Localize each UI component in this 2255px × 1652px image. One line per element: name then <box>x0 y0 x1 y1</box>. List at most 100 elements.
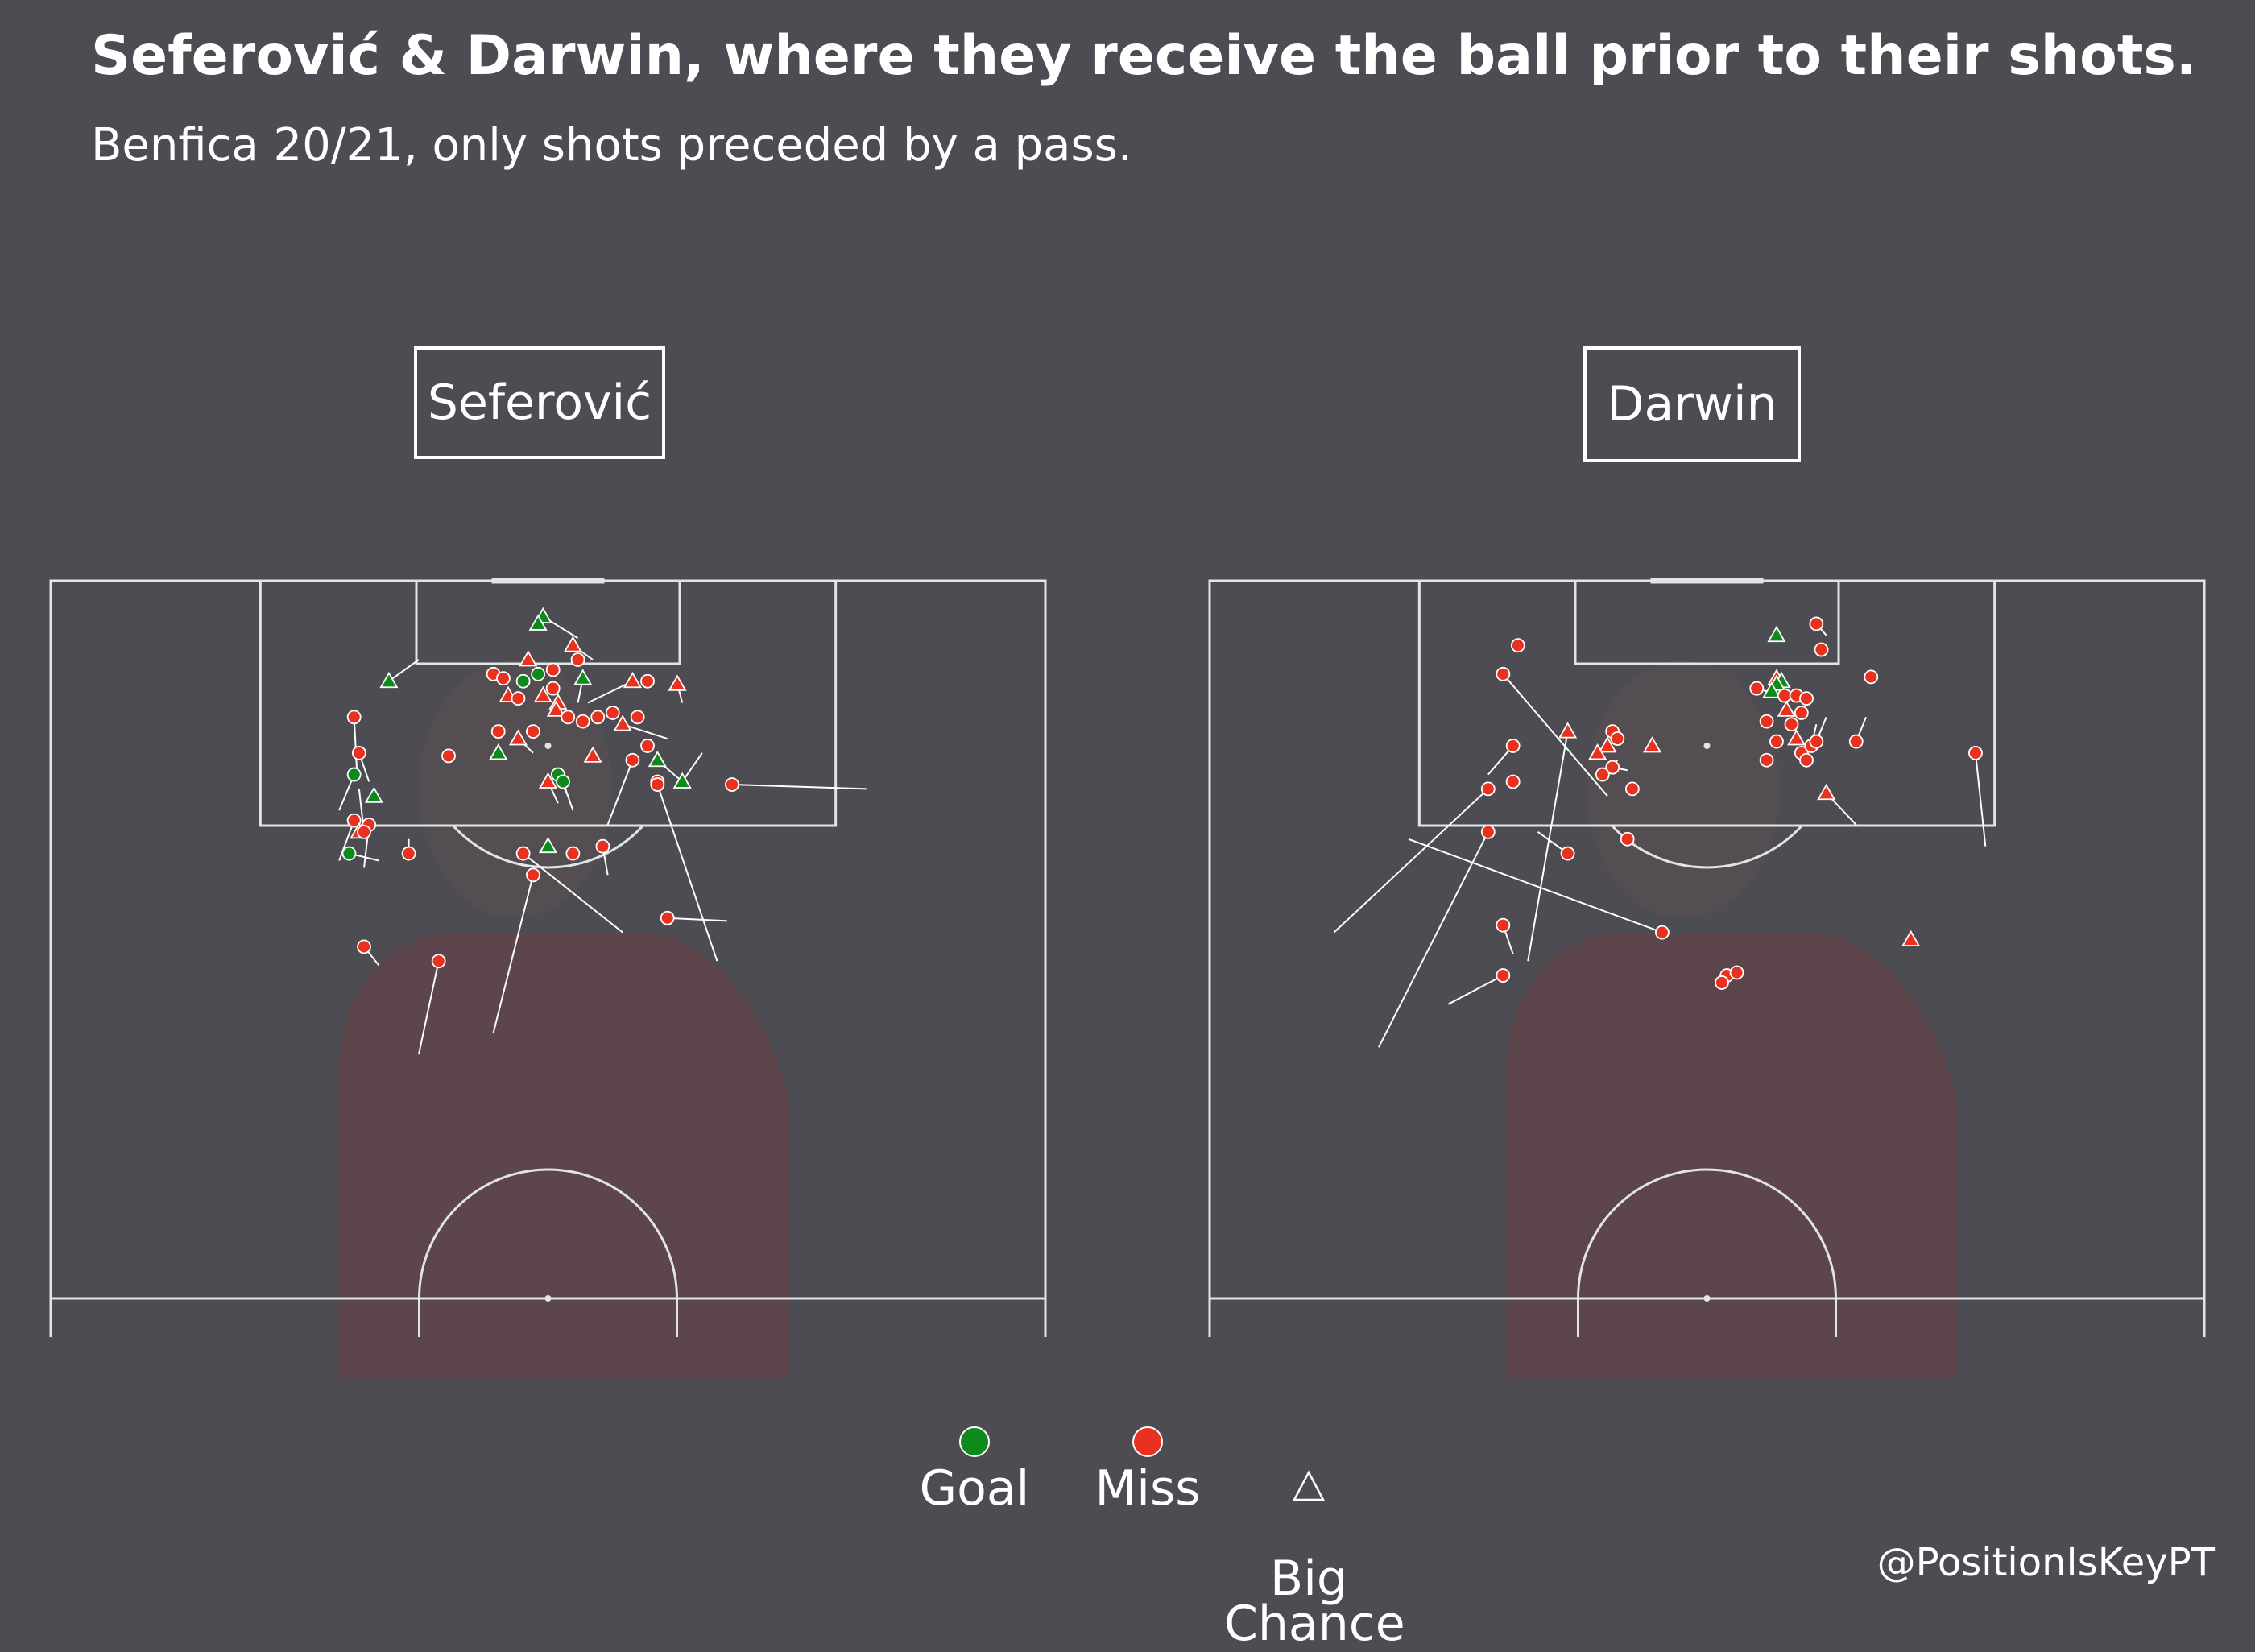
goal-point <box>346 767 362 782</box>
miss-point <box>346 813 362 828</box>
player-silhouette-seferovic-head <box>419 660 612 918</box>
pass-line <box>1333 788 1489 934</box>
miss-point <box>575 714 590 729</box>
miss-point <box>496 671 511 686</box>
pitch-outline-darwin <box>1208 578 2206 1337</box>
miss-point <box>660 910 675 925</box>
miss-point <box>1777 688 1792 703</box>
miss-point <box>640 739 655 753</box>
miss-point <box>1496 968 1511 983</box>
miss-big-chance-point <box>623 671 643 689</box>
pass-line <box>681 752 703 783</box>
pass-line <box>606 760 634 826</box>
miss-big-chance-point <box>1787 729 1806 746</box>
chart-title: Seferović & Darwin, where they receive t… <box>91 24 2197 88</box>
legend-big-chance-triangle <box>1292 1470 1326 1501</box>
miss-point <box>490 724 506 739</box>
legend-goal-label: Goal <box>919 1460 1030 1517</box>
miss-big-chance-point <box>533 685 552 702</box>
credit-handle: @PositionIsKeyPT <box>1876 1540 2215 1585</box>
goal-big-chance-point <box>538 836 558 854</box>
miss-point <box>515 846 531 861</box>
legend-miss-circle <box>1132 1426 1163 1457</box>
pass-line <box>1527 731 1569 962</box>
player-silhouette-seferovic-shirt <box>338 934 789 1377</box>
goal-point <box>531 666 546 681</box>
miss-big-chance-point <box>1558 722 1578 739</box>
pass-line <box>1502 673 1608 797</box>
miss-point <box>1809 616 1824 631</box>
miss-point <box>625 752 640 768</box>
goal-point <box>341 846 357 861</box>
goal-big-chance-point <box>573 669 593 685</box>
goal-big-chance-point <box>489 743 508 760</box>
pass-line <box>1447 975 1504 1005</box>
miss-big-chance-point <box>1901 930 1921 946</box>
miss-point <box>1505 739 1521 753</box>
pitch-outline-seferovic <box>49 578 1047 1337</box>
penalty-spot <box>1703 743 1711 749</box>
miss-point <box>1560 846 1575 861</box>
miss-big-chance-point <box>583 746 602 763</box>
miss-big-chance-point <box>1598 736 1617 753</box>
miss-point <box>1769 734 1784 749</box>
miss-point <box>605 706 620 720</box>
miss-point <box>570 652 585 667</box>
miss-point <box>630 710 645 725</box>
miss-point <box>650 777 665 792</box>
miss-point <box>1505 774 1521 789</box>
miss-point <box>1480 781 1496 797</box>
miss-point <box>1480 824 1496 839</box>
miss-big-chance-point <box>613 714 632 731</box>
player-silhouette-darwin-shirt <box>1506 934 1957 1377</box>
miss-point <box>1968 745 1983 760</box>
miss-big-chance-point <box>563 636 582 652</box>
miss-point <box>1749 681 1765 696</box>
panel-title-seferovic: Seferović <box>414 346 665 459</box>
miss-point <box>1715 975 1729 990</box>
centre-spot <box>544 1295 552 1302</box>
miss-point <box>1759 752 1774 768</box>
pass-line <box>1378 831 1489 1048</box>
miss-point <box>725 777 739 792</box>
miss-big-chance-point <box>538 772 558 789</box>
penalty-arc <box>452 824 644 869</box>
goal-point <box>515 673 531 689</box>
miss-point <box>1496 666 1511 681</box>
miss-point <box>357 939 371 954</box>
pass-line <box>656 784 718 962</box>
miss-point <box>561 710 576 725</box>
pass-line <box>1974 752 1987 847</box>
miss-point <box>1799 691 1814 706</box>
miss-point <box>351 745 366 760</box>
shot-series-darwin <box>1333 616 1987 1048</box>
miss-point <box>357 824 371 839</box>
pass-line <box>353 717 358 775</box>
six-yard-box <box>1574 579 1840 665</box>
legend-goal: Goal <box>918 1424 1031 1513</box>
goal-big-chance-point <box>648 750 667 768</box>
miss-big-chance-point <box>519 650 538 667</box>
miss-point <box>1809 734 1824 749</box>
pitch-canvas <box>49 578 2206 1377</box>
legend-miss-label: Miss <box>1094 1460 1201 1517</box>
miss-point <box>640 673 655 689</box>
centre-circle <box>418 1168 678 1337</box>
centre-circle <box>1577 1168 1837 1337</box>
miss-point <box>526 724 540 739</box>
penalty-spot <box>544 743 552 749</box>
goal-big-chance-point <box>1767 625 1786 643</box>
miss-point <box>431 954 446 969</box>
legend-big-chance-label: Big Chance <box>1224 1551 1405 1652</box>
miss-point <box>1624 781 1640 797</box>
goal-big-chance-point <box>528 614 548 631</box>
miss-point <box>1814 642 1829 657</box>
miss-point <box>1848 734 1864 749</box>
miss-point <box>545 681 561 696</box>
pass-line <box>492 875 534 1033</box>
panel-title-darwin: Darwin <box>1583 346 1801 462</box>
legend-goal-marker <box>959 1426 990 1457</box>
goal-big-chance-point <box>379 671 399 689</box>
miss-point <box>1729 965 1744 980</box>
player-silhouette-darwin <box>1506 660 1957 1377</box>
